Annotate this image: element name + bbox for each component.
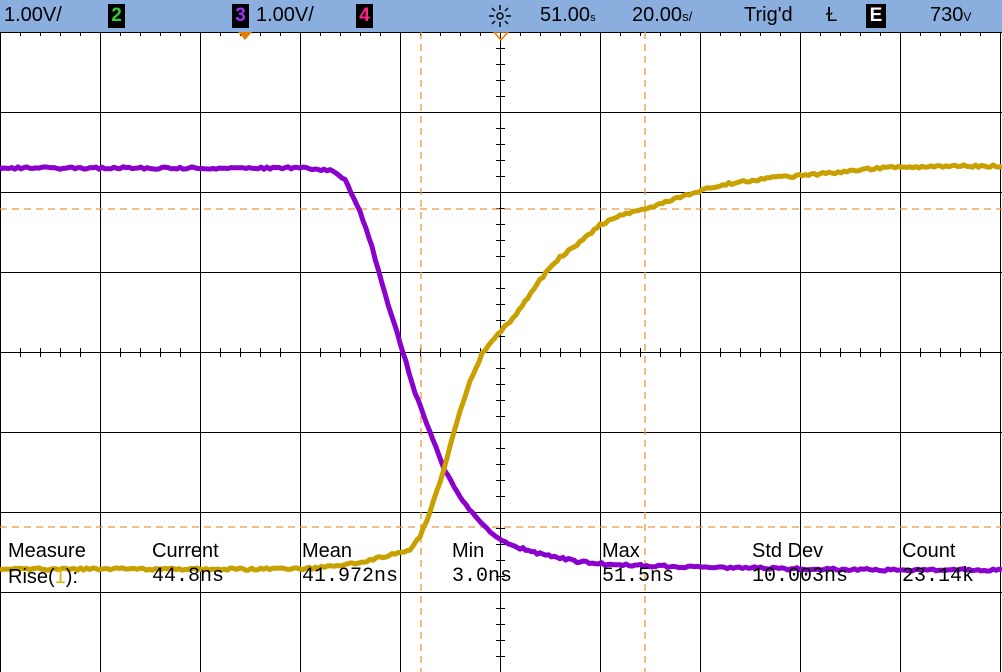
col-header-std-dev: Std Dev <box>752 539 823 563</box>
col-header-min: Min <box>452 539 484 563</box>
measure-name[interactable]: Rise(1): <box>8 565 78 589</box>
col-header-mean: Mean <box>302 539 352 563</box>
status-bar: 1.00V/ 2 3 1.00V/ 4 51.00s 20.00s/ Trig'… <box>0 0 1002 32</box>
ch3-badge[interactable]: 3 <box>232 4 249 28</box>
ch1-scale[interactable]: 1.00V/ <box>4 3 62 27</box>
col-value-max: 51.5ns <box>602 565 674 589</box>
trigger-source-badge[interactable]: E <box>866 4 886 28</box>
ch2-badge[interactable]: 2 <box>108 4 125 28</box>
col-value-min: 3.0ns <box>452 565 512 589</box>
col-header-max: Max <box>602 539 640 563</box>
col-header-current: Current <box>152 539 219 563</box>
time-scale[interactable]: 20.00s/ <box>632 3 692 29</box>
ch3-scale[interactable]: 1.00V/ <box>256 3 314 27</box>
trigger-slope-icon[interactable]: Ɫ <box>826 3 837 27</box>
offset-markers[interactable] <box>238 32 508 40</box>
col-header-count: Count <box>902 539 955 563</box>
time-position[interactable]: 51.00s <box>540 3 596 30</box>
col-value-mean: 41.972ns <box>302 565 398 589</box>
time-reference-icon[interactable] <box>486 3 514 29</box>
col-value-count: 23.14k <box>902 565 974 589</box>
col-value-std-dev: 10.003ns <box>752 565 848 589</box>
measure-label: Measure <box>8 539 86 563</box>
col-value-current: 44.8ns <box>152 565 224 589</box>
trigger-status: Trig'd <box>744 3 793 27</box>
trigger-level[interactable]: 730V <box>930 3 971 29</box>
ch4-badge[interactable]: 4 <box>356 4 373 28</box>
